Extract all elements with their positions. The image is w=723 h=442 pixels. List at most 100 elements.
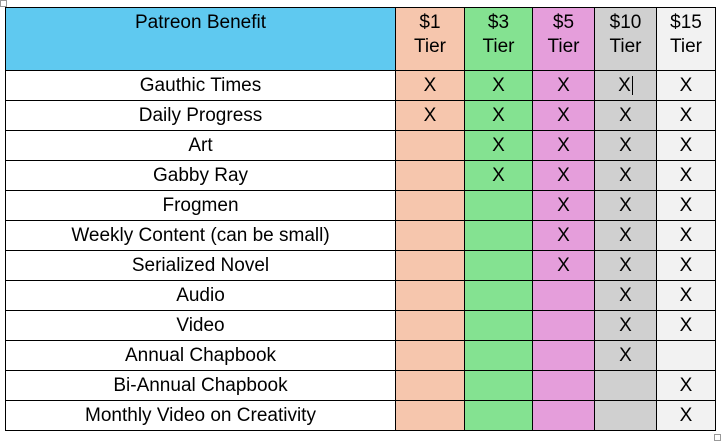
tier-cell[interactable]: X (594, 190, 657, 221)
tier-cell[interactable] (395, 280, 465, 311)
tier-cell[interactable]: X (594, 220, 657, 251)
benefit-cell[interactable]: Annual Chapbook (5, 340, 396, 371)
check-mark: X (619, 314, 632, 336)
tier-cell[interactable] (395, 160, 465, 191)
benefit-cell[interactable]: Monthly Video on Creativity (5, 400, 396, 431)
check-mark: X (423, 104, 437, 126)
tier-cell[interactable] (532, 310, 595, 341)
tier-cell[interactable]: X (594, 130, 657, 161)
check-mark: X (679, 404, 693, 426)
tier-cell[interactable]: X (594, 70, 657, 101)
tier-price: $5 (552, 12, 575, 33)
tier-cell[interactable]: X (532, 70, 595, 101)
tier-cell[interactable] (656, 340, 716, 371)
tier-cell[interactable]: X (594, 250, 657, 281)
check-mark: X (557, 254, 570, 276)
tier-cell[interactable]: X (656, 70, 716, 101)
table-row: Bi-Annual Chapbook X (5, 370, 716, 401)
tier-cell[interactable]: X (594, 100, 657, 131)
header-tier[interactable]: $5 Tier (532, 7, 595, 71)
tier-cell[interactable] (594, 400, 657, 431)
tier-cell[interactable]: X (594, 280, 657, 311)
tier-cell[interactable]: X (656, 220, 716, 251)
tier-cell[interactable]: X (656, 130, 716, 161)
benefit-cell[interactable]: Gauthic Times (5, 70, 396, 101)
tier-cell[interactable]: X (656, 100, 716, 131)
tier-cell[interactable]: X (532, 220, 595, 251)
tier-cell[interactable] (395, 370, 465, 401)
check-mark: X (619, 104, 632, 126)
tier-cell[interactable]: X (532, 250, 595, 281)
tier-cell[interactable]: X (656, 400, 716, 431)
tier-cell[interactable] (395, 220, 465, 251)
tier-cell[interactable]: X (656, 280, 716, 311)
tier-cell[interactable] (532, 400, 595, 431)
tier-cell[interactable]: X (464, 130, 533, 161)
benefit-cell[interactable]: Bi-Annual Chapbook (5, 370, 396, 401)
tier-cell[interactable] (464, 340, 533, 371)
tier-cell[interactable]: X (656, 250, 716, 281)
header-tier[interactable]: $1 Tier (395, 7, 465, 71)
benefit-cell[interactable]: Audio (5, 280, 396, 311)
check-mark: X (618, 74, 631, 96)
tier-cell[interactable]: X (464, 160, 533, 191)
benefit-cell[interactable]: Weekly Content (can be small) (5, 220, 396, 251)
check-mark: X (679, 164, 693, 186)
check-mark: X (423, 74, 437, 96)
benefit-cell[interactable]: Gabby Ray (5, 160, 396, 191)
table-row: Gauthic Times X X X X X (5, 70, 716, 101)
benefit-cell[interactable]: Serialized Novel (5, 250, 396, 281)
header-tier[interactable]: $3 Tier (464, 7, 533, 71)
tier-cell[interactable]: X (464, 70, 533, 101)
tier-cell[interactable] (395, 340, 465, 371)
tier-cell[interactable] (464, 250, 533, 281)
table-row: Serialized Novel X X X (5, 250, 716, 281)
tier-cell[interactable]: X (594, 310, 657, 341)
table-row: Annual Chapbook X (5, 340, 716, 371)
tier-cell[interactable]: X (656, 370, 716, 401)
tier-cell[interactable]: X (656, 190, 716, 221)
tier-cell[interactable] (395, 310, 465, 341)
tier-cell[interactable] (532, 370, 595, 401)
tier-cell[interactable]: X (532, 190, 595, 221)
tier-cell[interactable]: X (395, 70, 465, 101)
tier-price: $15 (670, 12, 702, 33)
tier-cell[interactable]: X (594, 340, 657, 371)
tier-cell[interactable] (594, 370, 657, 401)
resize-handle[interactable] (0, 0, 7, 7)
table-row: Video X X (5, 310, 716, 341)
header-tier[interactable]: $15 Tier (656, 7, 716, 71)
header-benefit[interactable]: Patreon Benefit (5, 7, 396, 71)
benefit-cell[interactable]: Art (5, 130, 396, 161)
tier-cell[interactable] (395, 400, 465, 431)
tier-cell[interactable]: X (464, 100, 533, 131)
tier-cell[interactable] (395, 130, 465, 161)
check-mark: X (619, 224, 632, 246)
tier-cell[interactable] (395, 250, 465, 281)
tier-cell[interactable]: X (532, 160, 595, 191)
tier-label: Tier (669, 36, 703, 57)
tier-cell[interactable]: X (656, 160, 716, 191)
tier-cell[interactable]: X (656, 310, 716, 341)
resize-handle[interactable] (714, 434, 721, 441)
tier-cell[interactable] (464, 400, 533, 431)
header-tier[interactable]: $10 Tier (594, 7, 657, 71)
tier-cell[interactable] (464, 370, 533, 401)
tier-cell[interactable]: X (532, 130, 595, 161)
benefit-cell[interactable]: Frogmen (5, 190, 396, 221)
tier-cell[interactable] (464, 310, 533, 341)
tier-cell[interactable] (464, 220, 533, 251)
tier-cell[interactable] (464, 190, 533, 221)
tier-label: Tier (482, 36, 515, 57)
benefit-cell[interactable]: Video (5, 310, 396, 341)
tier-cell[interactable] (532, 340, 595, 371)
tier-cell[interactable]: X (532, 100, 595, 131)
tier-cell[interactable] (532, 280, 595, 311)
tier-cell[interactable] (464, 280, 533, 311)
tier-cell[interactable]: X (395, 100, 465, 131)
benefit-cell[interactable]: Daily Progress (5, 100, 396, 131)
check-mark: X (679, 314, 693, 336)
check-mark: X (557, 104, 570, 126)
tier-cell[interactable] (395, 190, 465, 221)
tier-cell[interactable]: X (594, 160, 657, 191)
